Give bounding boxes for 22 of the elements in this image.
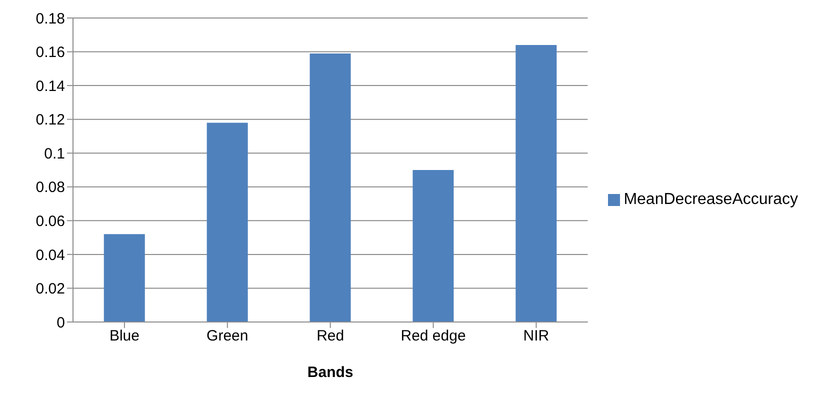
y-tick-label: 0.1: [44, 145, 65, 162]
y-tick-label: 0.12: [36, 112, 65, 129]
bar: [206, 122, 248, 322]
y-tick-label: 0.16: [36, 44, 65, 62]
y-tick-label: 0.08: [36, 179, 65, 196]
bar: [104, 234, 145, 322]
legend-label: MeanDecreaseAccuracy: [624, 191, 798, 208]
x-tick-label: Red edge: [400, 328, 466, 345]
bar: [412, 170, 454, 322]
y-tick-label: 0: [56, 314, 65, 332]
bar: [310, 53, 351, 322]
x-axis-title: Bands: [307, 364, 354, 381]
x-tick-label: Green: [206, 328, 248, 345]
x-tick-label: Blue: [109, 328, 140, 345]
y-tick-label: 0.14: [36, 78, 65, 95]
y-tick-label: 0.18: [36, 10, 65, 28]
y-tick-label: 0.06: [36, 212, 65, 230]
x-tick-label: NIR: [523, 328, 550, 345]
bar: [516, 45, 557, 322]
y-tick-label: 0.04: [36, 246, 65, 264]
y-tick-label: 0.02: [36, 280, 65, 298]
x-tick-label: Red: [316, 328, 344, 345]
